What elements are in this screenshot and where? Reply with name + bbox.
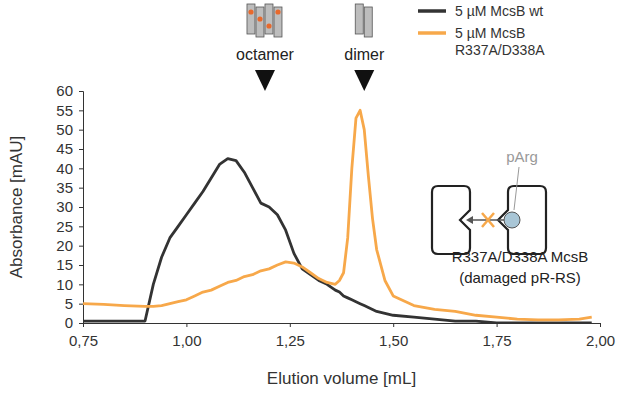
y-tick-mark: [79, 207, 83, 208]
y-tick-mark: [79, 226, 83, 227]
y-tick: 5: [65, 295, 83, 312]
cartoon-right: [498, 186, 546, 254]
x-tick-mark: [393, 323, 394, 327]
y-tick-label: 25: [56, 218, 73, 235]
x-tick-label: 1,00: [172, 332, 201, 349]
y-tick-label: 20: [56, 237, 73, 254]
y-tick-label: 45: [56, 140, 73, 157]
y-tick-mark: [79, 168, 83, 169]
y-tick-label: 60: [56, 82, 73, 99]
chart-container: 0,75 1,00 1,25 1,50 1,75 2,00 0 5 10 15 20 25 30 35 40…: [0, 0, 617, 394]
y-tick: 25: [56, 218, 83, 235]
cartoon-parg: [504, 212, 520, 228]
icon-block: [247, 4, 255, 34]
legend-label: 5 µM McsB wt: [455, 3, 543, 19]
icon-dot: [266, 23, 271, 28]
y-tick: 10: [56, 276, 83, 293]
x-axis-line: [84, 324, 601, 328]
annotation-marker: [255, 70, 275, 91]
x-tick-mark: [497, 323, 498, 327]
y-tick: 30: [56, 198, 83, 215]
x-tick-label: 1,25: [276, 332, 305, 349]
y-tick-mark: [79, 91, 83, 92]
y-tick-mark: [79, 149, 83, 150]
x-axis: 0,75 1,00 1,25 1,50 1,75 2,00: [69, 323, 615, 349]
y-tick: 50: [56, 121, 83, 138]
y-tick: 35: [56, 179, 83, 196]
icon-block: [265, 4, 273, 34]
icon-block: [364, 7, 372, 37]
x-tick-mark: [186, 323, 187, 327]
y-tick: 45: [56, 140, 83, 157]
cartoon-arrowhead: [466, 216, 473, 224]
y-tick-mark: [79, 188, 83, 189]
x-tick-label: 1,75: [482, 332, 511, 349]
icon-dot: [257, 16, 262, 21]
x-tick: 1,75: [482, 323, 511, 349]
y-tick-mark: [79, 284, 83, 285]
y-tick-label: 55: [56, 102, 73, 119]
legend-swatch: [418, 9, 446, 13]
x-tick: 2,00: [586, 323, 615, 349]
y-tick: 60: [56, 82, 83, 99]
y-tick-mark: [79, 130, 83, 131]
y-tick-label: 35: [56, 179, 73, 196]
inset-cartoon: [432, 167, 546, 254]
plot-area: [83, 110, 592, 323]
annotation-marker: [354, 70, 374, 91]
icon-dot: [275, 9, 280, 14]
cartoon-left: [432, 186, 470, 254]
complex-icon: [247, 4, 282, 37]
y-tick: 20: [56, 237, 83, 254]
x-tick: 1,25: [276, 323, 305, 349]
y-tick-mark: [79, 304, 83, 305]
x-tick: 1,50: [379, 323, 408, 349]
y-tick-mark: [79, 110, 83, 111]
x-tick: 0,75: [69, 323, 98, 349]
y-tick-mark: [79, 265, 83, 266]
chart-svg: 0,75 1,00 1,25 1,50 1,75 2,00 0 5 10 15 20 25 30 35 40…: [0, 0, 617, 394]
y-tick-label: 30: [56, 198, 73, 215]
annotations: octamer dimer pArg R337A/D338A McsB (damaged…: [236, 4, 588, 286]
y-tick-label: 40: [56, 160, 73, 177]
y-tick-label: 5: [65, 295, 73, 312]
icon-block: [256, 7, 264, 37]
icon-block: [274, 7, 282, 37]
inset-label: pArg: [506, 148, 538, 165]
x-tick-label: 1,50: [379, 332, 408, 349]
series-line: [83, 159, 592, 323]
y-tick: 40: [56, 160, 83, 177]
cartoon-cross: [482, 213, 494, 227]
x-tick: 1,00: [172, 323, 201, 349]
x-tick-mark: [600, 323, 601, 327]
legend: 5 µM McsB wt 5 µM McsBR337A/D338A: [418, 3, 545, 58]
y-axis-title: Absorbance [mAU]: [7, 136, 26, 279]
x-axis-title: Elution volume [mL]: [267, 369, 416, 388]
inset-caption: R337A/D338A McsB: [452, 248, 589, 265]
x-tick-mark: [290, 323, 291, 327]
x-tick-label: 0,75: [69, 332, 98, 349]
cartoon-pointer: [514, 167, 519, 210]
complex-icon: [355, 4, 372, 37]
y-tick: 15: [56, 256, 83, 273]
series-line: [83, 110, 592, 320]
y-tick: 55: [56, 102, 83, 119]
y-axis-line: [79, 92, 84, 324]
y-tick-label: 15: [56, 256, 73, 273]
icon-block: [355, 4, 363, 34]
legend-swatch: [418, 31, 446, 35]
y-tick-label: 50: [56, 121, 73, 138]
y-tick: 0: [65, 314, 83, 331]
y-tick-label: 10: [56, 276, 73, 293]
y-tick-label: 0: [65, 314, 73, 331]
y-tick-mark: [79, 246, 83, 247]
annotation-label: dimer: [344, 46, 385, 63]
inset-caption: (damaged pR-RS): [459, 269, 581, 286]
y-tick-mark: [79, 323, 83, 324]
y-axis: 0 5 10 15 20 25 30 35 40 45 50 55 60: [56, 82, 83, 331]
legend-label: 5 µM McsBR337A/D338A: [455, 25, 545, 58]
icon-dot: [248, 9, 253, 14]
annotation-label: octamer: [236, 46, 294, 63]
x-tick-label: 2,00: [586, 332, 615, 349]
